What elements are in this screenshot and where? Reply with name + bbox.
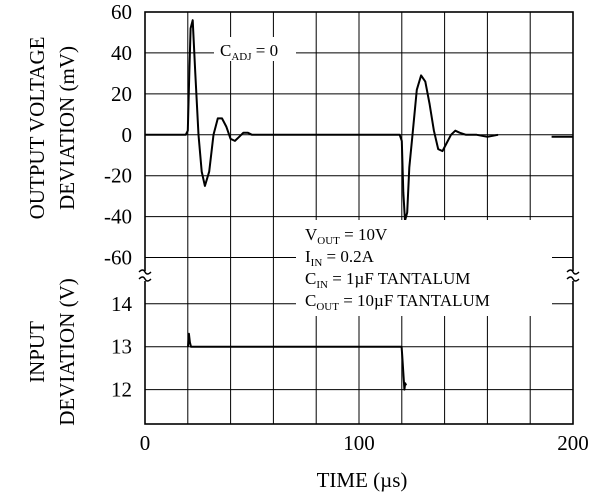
axis-break-gap [566,271,580,281]
input-series-line [187,332,408,391]
output-y-tick-label: -40 [104,205,132,229]
output-ylabel-line1: OUTPUT VOLTAGE [25,37,49,220]
output-y-tick-label: 60 [111,0,132,24]
condition-cout: COUT = 10µF TANTALUM [305,291,490,313]
grid-lines [145,12,573,424]
output-y-tick-label: -20 [104,164,132,188]
condition-cin: CIN = 1µF TANTALUM [305,269,470,291]
input-ylabel-line2: DEVIATION (V) [55,278,79,426]
output-y-tick-label: -60 [104,246,132,270]
annotation-conditions: VOUT = 10V IIN = 0.2A CIN = 1µF TANTALUM… [296,220,552,316]
input-y-tick-label: 13 [111,335,132,359]
output-y-tick-label: 0 [122,123,133,147]
annotation-conditions-bg [296,220,552,316]
x-tick-label: 0 [140,431,151,455]
annotation-cadj-text: CADJ = 0 [220,41,278,63]
annotation-cadj-bg [214,37,296,61]
condition-iin: IIN = 0.2A [305,247,375,269]
axis-break-mark [138,269,152,275]
annotation-cadj: CADJ = 0 [214,37,296,63]
plot-frame [144,11,574,425]
axis-break-mark [566,276,580,282]
axis-break-mark [138,276,152,282]
input-ylabel-line1: INPUT [25,321,49,383]
x-tick-label: 200 [557,431,589,455]
output-y-tick-label: 40 [111,41,132,65]
output-y-tick-label: 20 [111,82,132,106]
data-series [145,19,573,391]
output-ylabel-line2: DEVIATION (mV) [55,46,79,210]
input-y-tick-label: 14 [111,292,133,316]
output-series-line [145,19,499,222]
condition-vout: VOUT = 10V [305,225,388,247]
x-axis-title: TIME (µs) [317,468,408,492]
axis-break-marks [138,269,580,282]
axis-break-gap [138,271,152,281]
axis-break-mark [566,269,580,275]
x-tick-label: 100 [343,431,375,455]
input-y-tick-label: 12 [111,378,132,402]
